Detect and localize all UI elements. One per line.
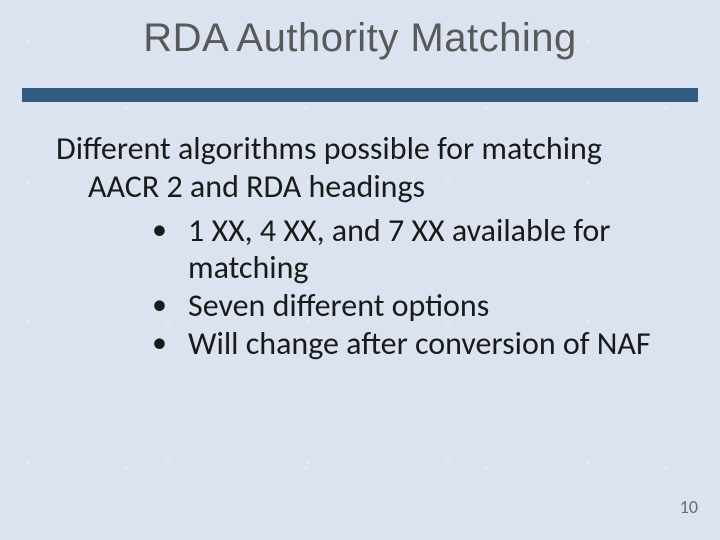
page-number: 10 bbox=[680, 496, 698, 518]
lead-text: Different algorithms possible for matchi… bbox=[56, 130, 664, 206]
slide-body: Different algorithms possible for matchi… bbox=[56, 130, 664, 363]
slide-title: RDA Authority Matching bbox=[0, 16, 720, 61]
list-item: Will change after conversion of NAF bbox=[152, 325, 664, 363]
list-item: 1 XX, 4 XX, and 7 XX available for match… bbox=[152, 212, 664, 288]
bullet-list: 1 XX, 4 XX, and 7 XX available for match… bbox=[56, 212, 664, 363]
list-item: Seven different options bbox=[152, 287, 664, 325]
slide: RDA Authority Matching Different algorit… bbox=[0, 0, 720, 540]
title-divider bbox=[22, 88, 698, 102]
